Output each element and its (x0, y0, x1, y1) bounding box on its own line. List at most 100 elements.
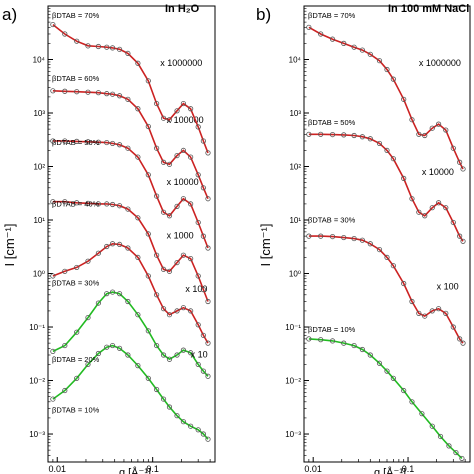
data-point (74, 38, 80, 44)
data-point (109, 91, 116, 97)
x-tick-label: 0.1 (146, 464, 159, 474)
data-point (367, 51, 373, 57)
data-point (50, 348, 56, 355)
data-point (416, 131, 422, 137)
data-point (166, 268, 173, 274)
scale-factor-label: x 100 (437, 282, 459, 292)
data-point (450, 324, 456, 330)
data-point (50, 273, 56, 279)
data-point (341, 234, 347, 241)
data-point (200, 368, 206, 374)
data-point (195, 427, 201, 433)
data-point (154, 292, 160, 298)
data-point (145, 273, 151, 279)
data-point (116, 241, 123, 248)
data-point (376, 140, 383, 147)
data-point (145, 375, 151, 381)
data-point (125, 245, 131, 251)
data-point (205, 245, 211, 251)
data-point (125, 206, 131, 212)
series-label: βDTAB = 40% (52, 199, 100, 208)
data-point (62, 268, 68, 274)
data-point (384, 66, 390, 73)
data-point (135, 215, 141, 221)
y-tick-label: 10³ (33, 109, 45, 118)
data-point (205, 196, 211, 202)
data-point (180, 196, 187, 202)
data-point (174, 308, 180, 314)
data-point (359, 134, 365, 140)
data-point (109, 201, 116, 208)
fit-curve (52, 90, 209, 200)
data-point (450, 145, 456, 151)
data-point (306, 24, 312, 30)
data-point (135, 60, 141, 66)
data-point (145, 328, 151, 334)
y-tick-label: 10⁻² (29, 377, 45, 386)
x-tick-label: 0.01 (304, 464, 322, 474)
data-point (429, 423, 435, 429)
y-axis-label-b: I [cm⁻¹] (258, 224, 273, 267)
scale-factor-label: x 1000 (167, 231, 194, 241)
data-point (116, 46, 123, 52)
data-point (74, 264, 80, 271)
data-point (85, 200, 91, 206)
data-point (180, 419, 187, 425)
data-point (306, 233, 312, 239)
data-point (109, 342, 116, 349)
data-point (422, 132, 428, 139)
data-point (160, 209, 167, 215)
data-point (95, 201, 102, 207)
data-point (200, 185, 206, 191)
data-point (85, 139, 91, 145)
y-tick-label: 10⁰ (33, 270, 45, 279)
data-point (390, 263, 396, 269)
series-label: βDTAB = 70% (52, 11, 100, 20)
data-point (367, 241, 373, 247)
data-point (116, 345, 123, 351)
data-point (205, 436, 211, 442)
series-label: βDTAB = 70% (308, 11, 356, 20)
data-point (62, 88, 68, 94)
plot-frame-b (303, 5, 471, 463)
fit-curve (52, 140, 209, 249)
data-point (95, 139, 102, 145)
data-point (450, 219, 456, 226)
panel-a: a) In H₂O I [cm⁻¹] q [Å⁻¹] 0.01 0.1 10⁻³ 10… (2, 3, 216, 474)
data-point (460, 238, 466, 244)
data-point (195, 219, 201, 226)
data-point (409, 399, 415, 405)
data-point (188, 201, 194, 207)
data-point (104, 201, 110, 207)
data-point (200, 287, 206, 293)
data-point (384, 254, 390, 261)
data-point (174, 108, 180, 114)
data-point (174, 352, 180, 358)
data-point (116, 93, 123, 99)
data-point (74, 89, 80, 95)
data-point (367, 352, 373, 358)
data-point (154, 100, 160, 107)
data-point (135, 154, 141, 160)
series-label: βDTAB = 10% (308, 325, 356, 334)
data-point (166, 161, 173, 167)
data-point (160, 352, 167, 358)
data-point (460, 166, 466, 172)
panel-label-a: a) (2, 5, 17, 24)
data-point (416, 310, 422, 316)
series-label: βDTAB = 60% (52, 74, 100, 83)
data-point (174, 152, 180, 159)
data-point (443, 205, 449, 211)
data-point (367, 136, 373, 142)
data-point (74, 200, 80, 206)
data-point (419, 411, 425, 417)
data-point (195, 172, 201, 178)
data-point (306, 131, 312, 137)
data-point (429, 308, 435, 314)
data-point (329, 36, 336, 42)
data-point (359, 47, 365, 53)
x-tick-label: 0.1 (402, 464, 415, 474)
data-point (188, 350, 194, 356)
data-point (446, 443, 452, 449)
data-point (329, 131, 336, 138)
